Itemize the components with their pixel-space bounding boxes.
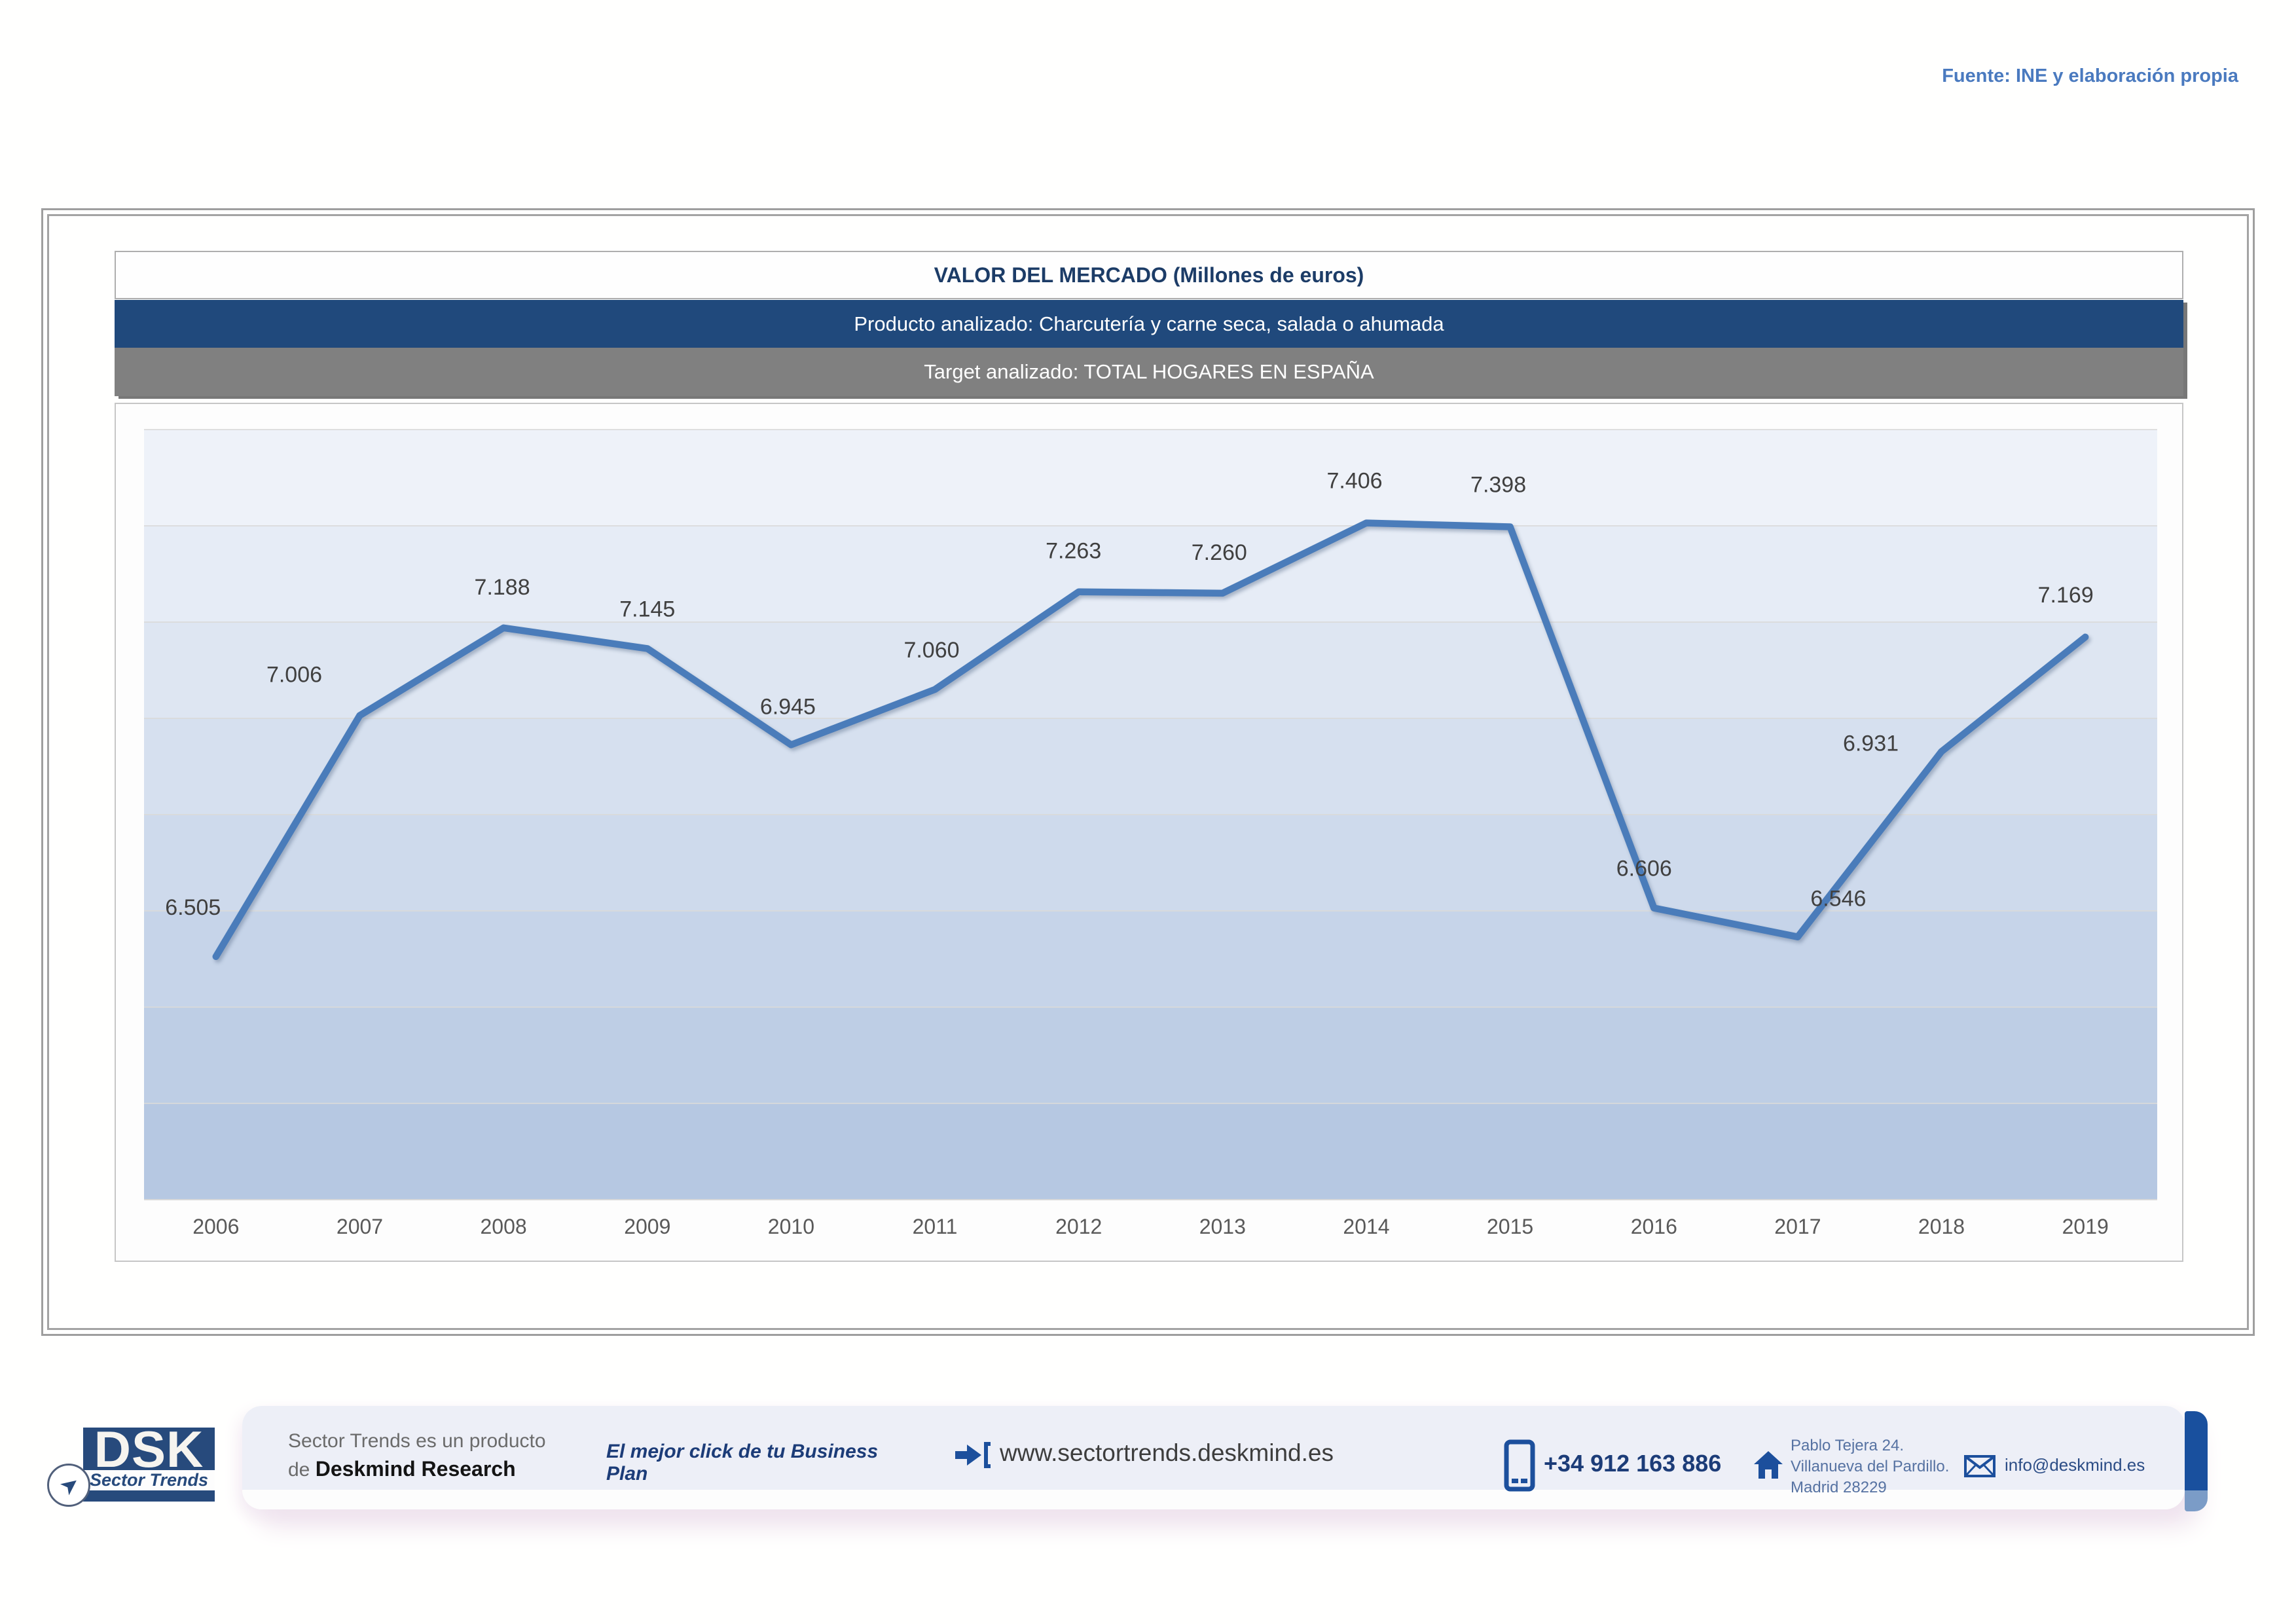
dsk-logo: DSK Sector Trends [83, 1424, 215, 1502]
footer-slogan: El mejor click de tu Business Plan [606, 1441, 879, 1485]
chart-title: VALOR DEL MERCADO (Millones de euros) [934, 263, 1364, 287]
paper-plane-icon: ➤ [54, 1469, 85, 1501]
data-label: 7.006 [266, 663, 322, 688]
x-axis-label: 2016 [1631, 1215, 1677, 1238]
x-axis-label: 2015 [1487, 1215, 1533, 1238]
x-axis-label: 2018 [1918, 1215, 1965, 1238]
dsk-logo-subtitle: Sector Trends [83, 1470, 215, 1490]
data-label: 7.188 [475, 575, 530, 600]
data-label: 7.060 [903, 638, 959, 663]
chart-title-box: VALOR DEL MERCADO (Millones de euros) [115, 251, 2183, 299]
data-label: 7.398 [1470, 473, 1526, 498]
target-analyzed-label: Target analizado: TOTAL HOGARES EN ESPAÑ… [924, 360, 1374, 383]
source-note: Fuente: INE y elaboración propia [1942, 65, 2238, 86]
website-link[interactable]: www.sectortrends.deskmind.es [1000, 1439, 1334, 1466]
phone-number: +34 912 163 886 [1544, 1450, 1722, 1477]
postal-address: Pablo Tejera 24. Villanueva del Pardillo… [1791, 1435, 1949, 1498]
home-icon [1753, 1450, 1783, 1482]
footer-panel [242, 1406, 2185, 1509]
footer-product-line1: Sector Trends es un producto [288, 1430, 546, 1452]
footer-end-bar [2185, 1411, 2208, 1511]
data-label: 6.931 [1843, 731, 1899, 756]
line-chart: 6.505 7.006 7.188 7.145 6.945 7.060 7.263 7.260… [115, 403, 2183, 1262]
x-axis-label: 2011 [913, 1215, 958, 1238]
x-axis-label: 2019 [2062, 1215, 2109, 1238]
email-link[interactable]: info@deskmind.es [2005, 1455, 2145, 1475]
footer-brand-name: Deskmind Research [315, 1457, 516, 1481]
dsk-logo-strip [83, 1490, 215, 1498]
envelope-icon [1964, 1455, 1995, 1481]
x-axis-label: 2008 [481, 1215, 527, 1238]
x-axis-label: 2017 [1774, 1215, 1821, 1238]
x-axis-label: 2012 [1055, 1215, 1102, 1238]
data-label: 6.505 [165, 895, 221, 920]
arrow-bracket-icon [953, 1439, 993, 1474]
address-line-2: Villanueva del Pardillo. [1791, 1458, 1950, 1475]
data-label: 6.546 [1810, 887, 1866, 912]
data-label: 6.606 [1616, 857, 1672, 881]
footer-product-line2-prefix: de [288, 1459, 316, 1481]
data-label: 7.406 [1326, 469, 1382, 494]
footer-product-note: Sector Trends es un producto de Deskmind… [288, 1428, 546, 1484]
x-axis-label: 2009 [624, 1215, 670, 1238]
data-label: 7.260 [1192, 540, 1247, 565]
x-axis-label: 2007 [337, 1215, 383, 1238]
data-label: 7.263 [1046, 539, 1101, 564]
data-label: 7.169 [2038, 583, 2094, 608]
product-analyzed-bar: Producto analizado: Charcutería y carne … [115, 300, 2183, 348]
x-axis-label: 2010 [768, 1215, 814, 1238]
product-analyzed-label: Producto analizado: Charcutería y carne … [854, 312, 1444, 335]
dsk-logo-acronym: DSK [94, 1420, 204, 1478]
data-label: 6.945 [760, 694, 816, 719]
data-label: 7.145 [619, 597, 675, 621]
x-axis-label: 2013 [1199, 1215, 1246, 1238]
x-axis-label: 2014 [1343, 1215, 1389, 1238]
target-analyzed-bar: Target analizado: TOTAL HOGARES EN ESPAÑ… [115, 348, 2183, 396]
dsk-logo-badge: ➤ [47, 1464, 90, 1507]
x-axis-label: 2006 [192, 1215, 239, 1238]
line-chart-canvas: 6.505 7.006 7.188 7.145 6.945 7.060 7.263 7.260… [144, 429, 2157, 1238]
address-line-3: Madrid 28229 [1791, 1479, 1887, 1496]
address-line-1: Pablo Tejera 24. [1791, 1437, 1904, 1454]
phone-icon [1503, 1439, 1537, 1495]
